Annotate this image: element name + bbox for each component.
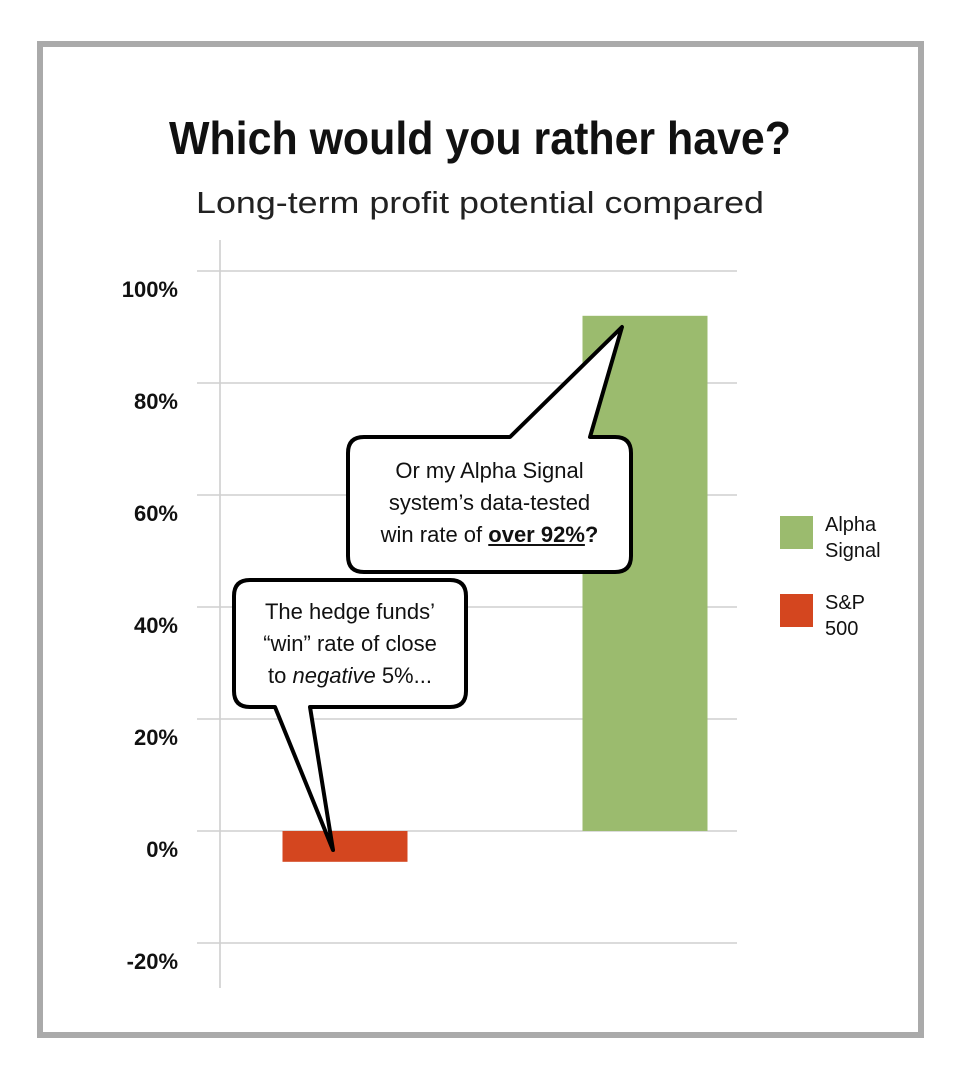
callout-run: ?	[584, 522, 599, 547]
bar	[282, 831, 408, 862]
chart-title: Which would you rather have?	[169, 112, 791, 164]
y-tick-label: 40%	[134, 613, 178, 638]
callout-text: The hedge funds’ “win” rate of close to …	[234, 596, 466, 692]
callout-bubble	[346, 325, 633, 574]
callout-text: Or my Alpha Signal system’s data-tested …	[348, 455, 631, 551]
y-tick-label: 20%	[134, 725, 178, 750]
legend-swatch	[780, 516, 813, 549]
y-tick-label: 60%	[134, 501, 178, 526]
y-tick-label: -20%	[127, 949, 178, 974]
legend-swatch	[780, 594, 813, 627]
legend-item: S&P 500	[780, 592, 895, 642]
callout-line: to negative 5%...	[234, 660, 466, 692]
legend-label: S&P 500	[825, 592, 865, 640]
y-tick-label: 100%	[122, 277, 178, 302]
y-tick-label: 0%	[146, 837, 178, 862]
callout-emphasis: over 92%	[488, 522, 585, 547]
callout-line: Or my Alpha Signal	[395, 458, 584, 483]
legend-label: Alpha Signal	[825, 514, 881, 562]
callout-line: “win” rate of close	[263, 631, 437, 656]
callout-line: win rate of over 92%?	[348, 519, 631, 551]
y-tick-label: 80%	[134, 389, 178, 414]
callout-line: system’s data-tested	[388, 490, 591, 515]
callout-run: 5%...	[375, 663, 432, 688]
chart-subtitle: Long-term profit potential compared	[196, 185, 764, 220]
callout-emphasis: negative	[292, 663, 376, 688]
legend-item: Alpha Signal	[780, 514, 895, 564]
callout-run: to	[268, 663, 293, 688]
callout-line: The hedge funds’	[264, 599, 436, 624]
callout-bubble	[232, 578, 468, 852]
callout-run: win rate of	[380, 522, 489, 547]
